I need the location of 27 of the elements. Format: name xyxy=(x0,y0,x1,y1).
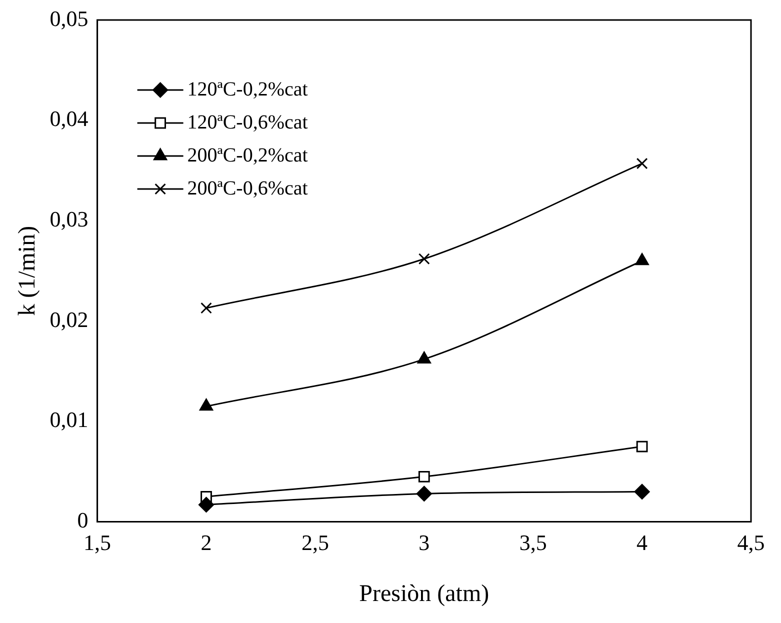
point xyxy=(636,158,648,170)
legend-label: 120ªC-0,2%cat xyxy=(187,78,308,100)
y-tick-label: 0,03 xyxy=(50,206,88,232)
y-tick-label: 0,02 xyxy=(50,306,88,332)
point xyxy=(198,496,214,512)
x-tick-label: 2 xyxy=(200,530,212,555)
y-tick-label: 0,01 xyxy=(50,407,88,432)
x-tick-label: 3,5 xyxy=(519,530,547,555)
point xyxy=(636,440,648,452)
x-axis-title: Presiòn (atm) xyxy=(359,580,490,607)
x-tick-label: 3 xyxy=(418,530,430,555)
x-tick-label: 4 xyxy=(636,530,648,555)
legend-label: 120ªC-0,6%cat xyxy=(187,111,308,134)
y-axis-title: k (1/min) xyxy=(14,226,41,316)
legend-label: 200ªC-0,6%cat xyxy=(187,177,308,200)
x-tick-label: 2,5 xyxy=(301,530,329,555)
y-tick-label: 0,05 xyxy=(50,6,88,31)
legend-label: 200ªC-0,2%cat xyxy=(187,144,308,166)
point xyxy=(418,253,430,265)
point xyxy=(416,486,432,502)
y-tick-label: 0,04 xyxy=(50,106,88,132)
point xyxy=(200,302,212,314)
x-tick-label: 4,5 xyxy=(737,530,765,555)
point xyxy=(635,253,649,266)
point xyxy=(418,470,430,482)
point xyxy=(199,398,214,411)
point xyxy=(634,484,650,500)
